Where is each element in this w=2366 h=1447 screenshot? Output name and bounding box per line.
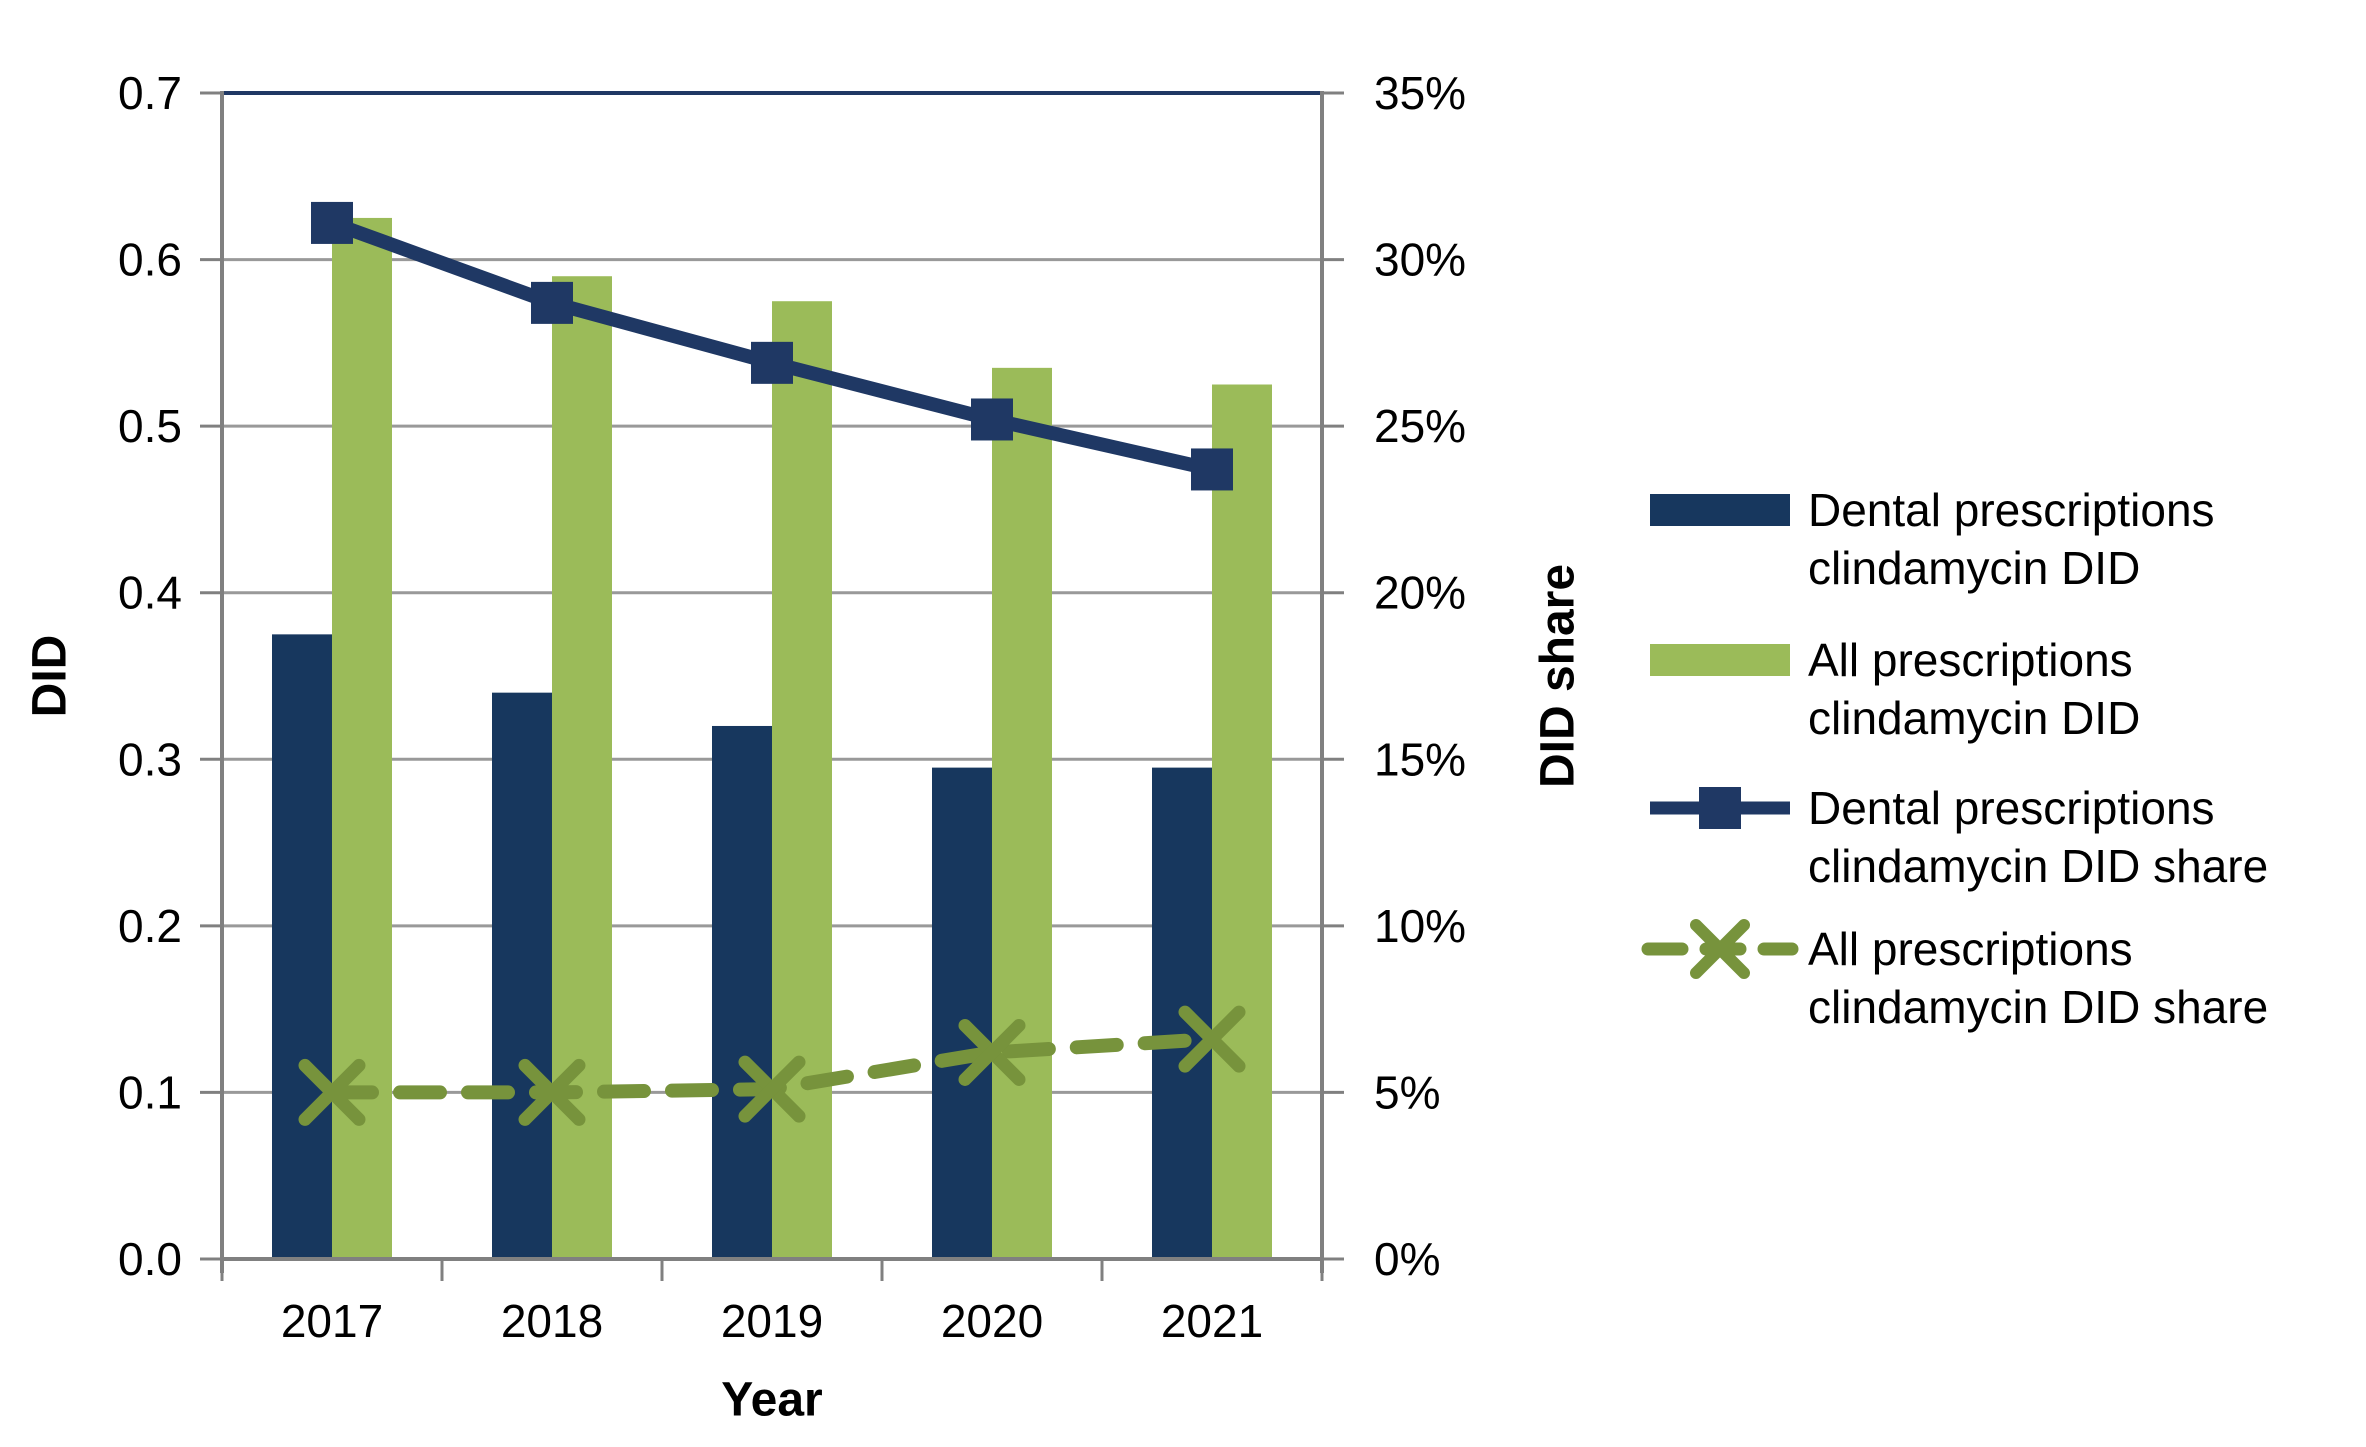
legend-item-label: All prescriptions <box>1808 923 2133 975</box>
legend-marker-x <box>1690 919 1750 979</box>
left-tick-label: 0.1 <box>118 1066 182 1118</box>
bar-all-2020 <box>992 367 1052 1259</box>
legend-item-label: clindamycin DID <box>1808 692 2140 744</box>
bar-all-2018 <box>552 276 612 1259</box>
legend-swatch-dental-bar <box>1650 494 1790 526</box>
bar-dental-2020 <box>932 767 992 1259</box>
marker-square-2020 <box>971 398 1013 441</box>
legend-swatch-all-bar <box>1650 644 1790 676</box>
left-tick-label: 0.0 <box>118 1233 182 1285</box>
left-tick-label: 0.4 <box>118 567 182 619</box>
left-tick-label: 0.2 <box>118 900 182 952</box>
right-tick-label: 25% <box>1374 400 1466 452</box>
right-tick-label: 35% <box>1374 67 1466 119</box>
left-tick-label: 0.6 <box>118 234 182 286</box>
x-category-label: 2020 <box>941 1295 1043 1347</box>
right-tick-label: 10% <box>1374 900 1466 952</box>
right-tick-label: 15% <box>1374 733 1466 785</box>
right-axis-title: DID share <box>1532 564 1585 788</box>
marker-x-2018 <box>518 1058 586 1126</box>
legend-item-label: clindamycin DID share <box>1808 981 2268 1033</box>
legend-marker-square <box>1699 787 1741 829</box>
x-category-label: 2018 <box>501 1295 603 1347</box>
x-category-label: 2021 <box>1161 1295 1263 1347</box>
marker-x-2017 <box>298 1058 366 1126</box>
right-tick-label: 0% <box>1374 1233 1440 1285</box>
bar-dental-2018 <box>492 692 552 1259</box>
legend-item-label: All prescriptions <box>1808 634 2133 686</box>
legend-item-label: clindamycin DID <box>1808 542 2140 594</box>
left-tick-label: 0.3 <box>118 733 182 785</box>
legend-item-label: Dental prescriptions <box>1808 782 2215 834</box>
right-tick-label: 30% <box>1374 234 1466 286</box>
left-tick-label: 0.5 <box>118 400 182 452</box>
legend-item-label: Dental prescriptions <box>1808 484 2215 536</box>
x-category-label: 2017 <box>281 1295 383 1347</box>
left-axis-title: DID <box>24 635 77 718</box>
left-tick-label: 0.7 <box>118 67 182 119</box>
marker-square-2021 <box>1191 448 1233 491</box>
right-tick-label: 20% <box>1374 567 1466 619</box>
marker-square-2018 <box>531 281 573 324</box>
x-category-label: 2019 <box>721 1295 823 1347</box>
marker-square-2019 <box>751 341 793 384</box>
x-axis-title: Year <box>721 1374 822 1427</box>
marker-x-2019 <box>738 1055 806 1123</box>
marker-square-2017 <box>311 201 353 244</box>
legend-item-label: clindamycin DID share <box>1808 840 2268 892</box>
right-tick-label: 5% <box>1374 1066 1440 1118</box>
marker-x-2020 <box>958 1018 1026 1086</box>
marker-x-2021 <box>1178 1005 1246 1073</box>
bar-all-2021 <box>1212 384 1272 1259</box>
bar-dental-2019 <box>712 725 772 1259</box>
bar-dental-2017 <box>272 634 332 1259</box>
